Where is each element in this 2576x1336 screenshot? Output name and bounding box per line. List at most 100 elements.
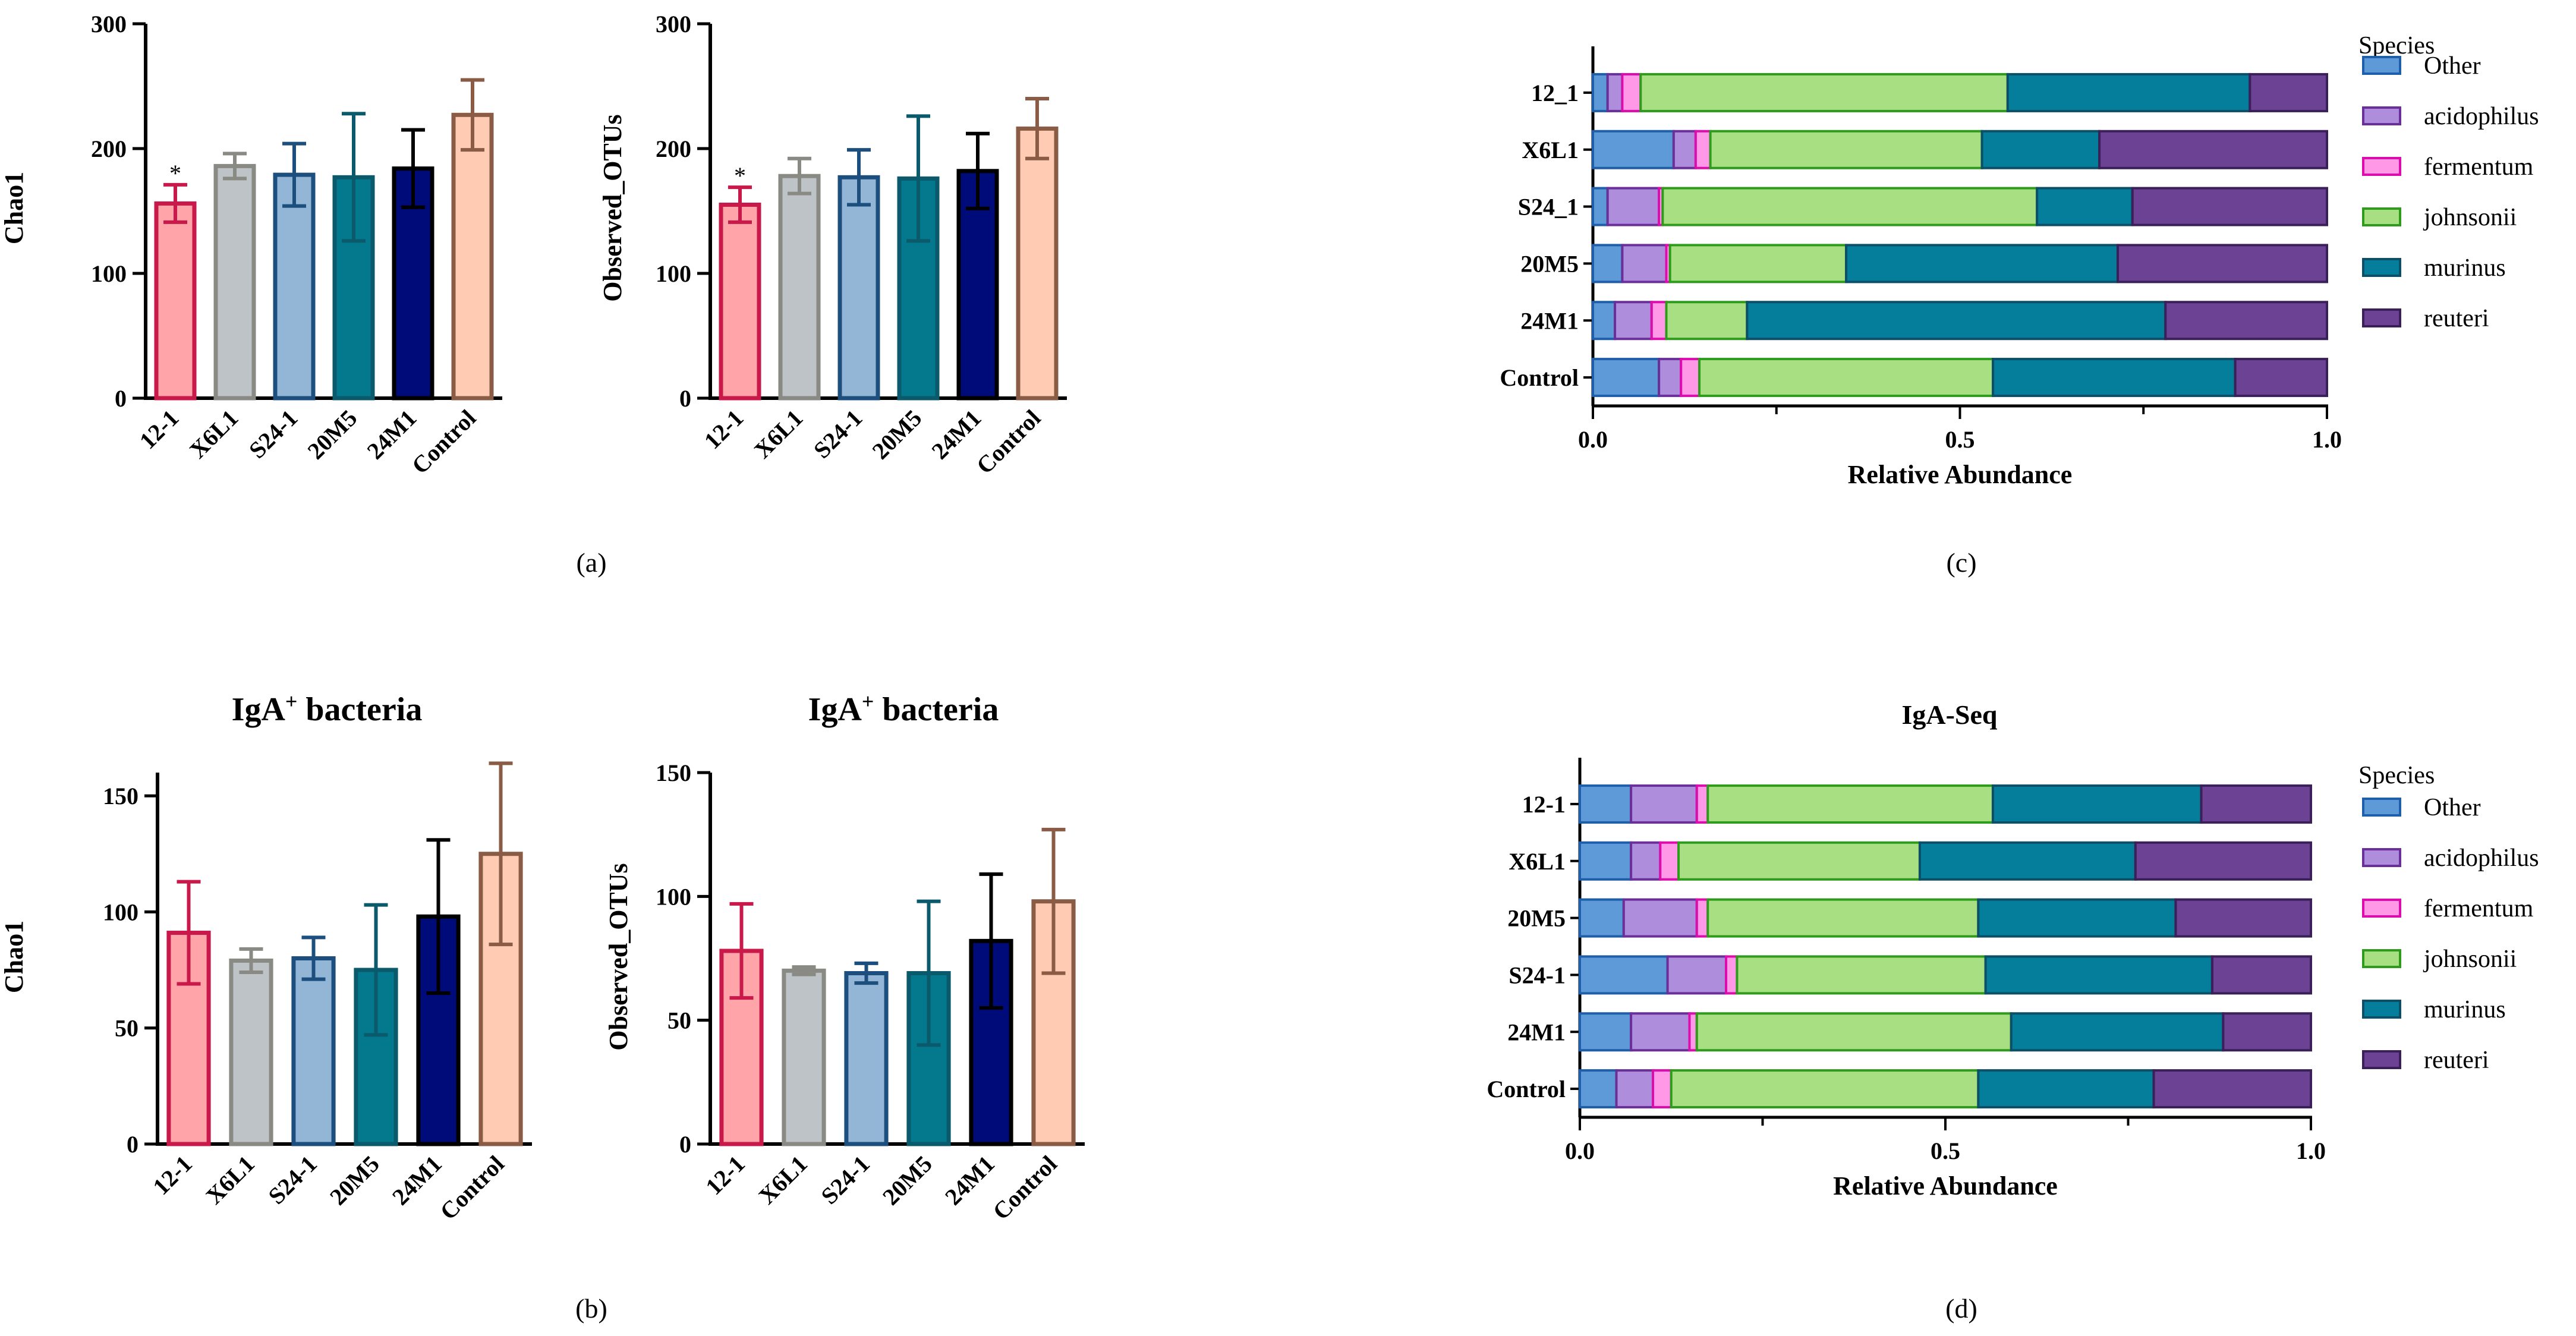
y-tick-label: 150 (656, 760, 691, 786)
x-tick-label: 0.0 (1565, 1138, 1595, 1164)
legend-label-reuteri: reuteri (2424, 1047, 2489, 1074)
bar-Control (451, 112, 494, 401)
legend-label-reuteri: reuteri (2424, 305, 2489, 332)
y-tick-label-X6L1: X6L1 (1522, 137, 1579, 163)
legend-swatch-acidophilus (2362, 848, 2401, 867)
x-tick-label-X6L1: X6L1 (749, 405, 808, 464)
legend-d: Species Other acidophilus fermentum johnsoni… (2358, 762, 2539, 1074)
y-tick-label-S24-1: S24-1 (1509, 962, 1566, 988)
chart-b1: 0 50 100 150 Chao1 12-1 X6L1 S24-1 20M5 24M1Contr… (0, 761, 532, 1225)
x-tick-label-12-1: 12-1 (699, 405, 749, 455)
y-tick-label: 0 (127, 1131, 138, 1158)
y-tick-label-S24_1: S24_1 (1518, 194, 1579, 220)
x-tick-label-Control: Control (987, 1151, 1062, 1225)
y-tick-label: 0 (115, 385, 127, 412)
legend-title: Species (2358, 762, 2435, 789)
significance-marker: * (169, 160, 181, 187)
x-tick-label-24M1: 24M1 (387, 1151, 447, 1211)
bar-S24-1 (844, 971, 889, 1146)
segment-Control-johnsonii (1670, 1069, 1980, 1109)
x-tick-label-Control: Control (434, 1151, 509, 1225)
segment-X6L1-reuteri (2098, 130, 2328, 169)
figure-label-d: (d) (1945, 1293, 1977, 1324)
y-tick-label-24M1: 24M1 (1520, 307, 1579, 334)
y-tick-label-20M5: 20M5 (1520, 250, 1579, 277)
legend-label-Other: Other (2424, 52, 2481, 80)
y-tick-label-12_1: 12_1 (1531, 80, 1579, 106)
legend-label-fermentum: fermentum (2424, 153, 2534, 181)
segment-Control-murinus (1977, 1069, 2155, 1109)
legend-swatch-johnsonii (2362, 207, 2401, 226)
legend-swatch-johnsonii (2362, 949, 2401, 968)
segment-X6L1-murinus (1918, 841, 2137, 881)
segment-20M5-acidophilus (1622, 898, 1698, 938)
x-tick-label: 0.0 (1578, 426, 1608, 453)
y-tick-label-24M1: 24M1 (1507, 1019, 1566, 1045)
figure-label-a: (a) (576, 547, 606, 578)
bar-S24-1 (273, 172, 316, 401)
segment-S24_1-acidophilus (1606, 187, 1661, 226)
segment-12-1-johnsonii (1706, 784, 1994, 824)
x-tick-label: 1.0 (2312, 426, 2342, 453)
segment-12_1-acidophilus (1606, 73, 1624, 112)
y-tick-label: 50 (667, 1007, 691, 1034)
segment-24M1-reuteri (2222, 1012, 2312, 1052)
x-tick-label-12-1: 12-1 (147, 1151, 197, 1200)
segment-12_1-Other (1592, 73, 1609, 112)
segment-24M1-acidophilus (1614, 301, 1653, 341)
segment-S24-1-reuteri (2210, 955, 2312, 995)
segment-12-1-murinus (1991, 784, 2203, 824)
segment-24M1-reuteri (2164, 301, 2329, 341)
chart-a2: 0 100 200 300 Observed_OTUs * 12-1 X6L1 S24-1 20M… (598, 11, 1067, 479)
x-tick-label-12-1: 12-1 (700, 1151, 750, 1200)
y-tick-label: 100 (656, 883, 691, 910)
x-tick-label-S24-1: S24-1 (244, 405, 303, 464)
segment-S24-1-murinus (1984, 955, 2213, 995)
legend-label-fermentum: fermentum (2424, 895, 2534, 922)
segment-S24_1-murinus (2036, 187, 2134, 226)
figure-label-b: (b) (575, 1293, 607, 1324)
segment-Control-Other (1592, 358, 1661, 398)
bar-X6L1 (778, 174, 821, 401)
significance-marker: * (734, 162, 746, 189)
x-tick-label-Control: Control (407, 405, 481, 480)
segment-Control-johnsonii (1698, 358, 1995, 398)
y-tick-label-Control: Control (1500, 364, 1579, 391)
segment-12-1-acidophilus (1630, 784, 1698, 824)
segment-S24_1-johnsonii (1661, 187, 2039, 226)
segment-X6L1-fermentum (1694, 130, 1712, 169)
segment-24M1-acidophilus (1630, 1012, 1691, 1052)
segment-12-1-Other (1579, 784, 1633, 824)
x-tick-label: 0.5 (1931, 1138, 1960, 1164)
chart-b2: 0 50 100 150 Observed_OTUs 12-1 X6L1 S24-1 20M5 2… (604, 760, 1085, 1225)
x-axis-label: Relative Abundance (1833, 1171, 2058, 1200)
segment-S24_1-reuteri (2131, 187, 2329, 226)
bar-12-1 (719, 203, 761, 401)
y-tick-label: 300 (656, 11, 691, 37)
y-axis-label: Observed_OTUs (598, 114, 627, 301)
segment-20M5-reuteri (2117, 244, 2328, 283)
legend-swatch-Other (2362, 798, 2401, 817)
legend-label-johnsonii: johnsonii (2423, 946, 2517, 973)
segment-X6L1-fermentum (1659, 841, 1680, 881)
bar-S24-1 (837, 175, 880, 401)
segment-12_1-johnsonii (1639, 73, 2009, 112)
x-tick-label-24M1: 24M1 (940, 1151, 1000, 1211)
segment-X6L1-murinus (1980, 130, 2101, 169)
segment-Control-murinus (1992, 358, 2237, 398)
segment-Control-Other (1579, 1069, 1618, 1109)
segment-Control-acidophilus (1658, 358, 1683, 398)
segment-20M5-Other (1579, 898, 1625, 938)
x-tick-label-S24-1: S24-1 (263, 1151, 322, 1209)
segment-24M1-johnsonii (1665, 301, 1749, 341)
legend-label-murinus: murinus (2424, 254, 2506, 282)
legend-label-johnsonii: johnsonii (2423, 204, 2517, 231)
segment-20M5-johnsonii (1706, 898, 1980, 938)
figure-label-c: (c) (1946, 547, 1976, 578)
x-tick-label-X6L1: X6L1 (753, 1151, 812, 1209)
y-tick-label: 200 (91, 136, 127, 162)
segment-S24-1-johnsonii (1736, 955, 1987, 995)
x-tick-label: 1.0 (2296, 1138, 2326, 1164)
